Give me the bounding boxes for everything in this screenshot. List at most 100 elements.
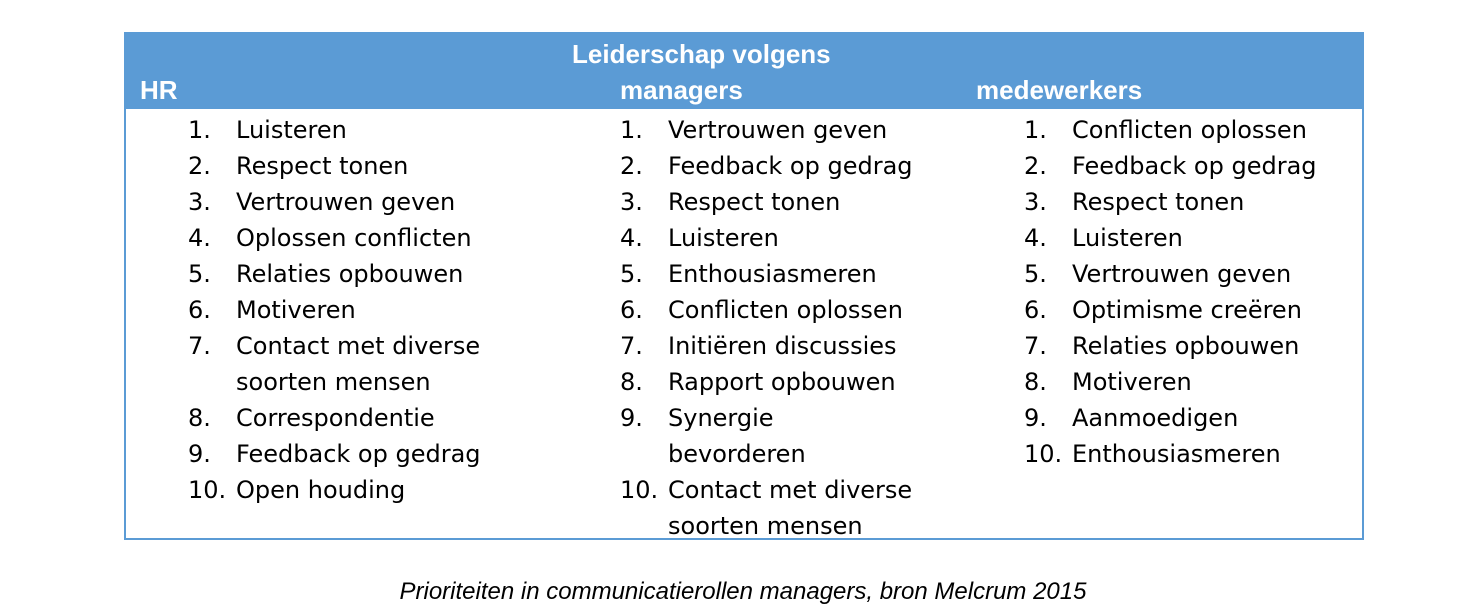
list-item: 4. Oplossen conflicten <box>188 220 486 256</box>
item-text: Motiveren <box>236 296 356 324</box>
list-item: 7. Relaties opbouwen <box>1024 328 1372 364</box>
list-item: 9. Aanmoedigen <box>1024 400 1372 436</box>
item-number: 6. <box>1024 296 1047 324</box>
item-text: Respect tonen <box>236 152 409 180</box>
item-number: 3. <box>188 188 211 216</box>
item-text: Vertrouwen geven <box>236 188 456 216</box>
list-item: 1. Vertrouwen geven <box>620 112 918 148</box>
item-number: 7. <box>620 332 643 360</box>
item-text: Open houding <box>236 476 406 504</box>
item-text: Enthousiasmeren <box>1072 440 1281 468</box>
column-header-hr: HR <box>140 75 178 105</box>
list-item: 8. Correspondentie <box>188 400 486 436</box>
list-item: 5. Vertrouwen geven <box>1024 256 1372 292</box>
item-number: 7. <box>1024 332 1047 360</box>
managers-list: 1. Vertrouwen geven 2. Feedback op gedrag … <box>620 112 918 544</box>
item-number: 5. <box>188 260 211 288</box>
item-number: 4. <box>188 224 211 252</box>
list-item: 9. Feedback op gedrag <box>188 436 486 472</box>
list-item: 2. Respect tonen <box>188 148 486 184</box>
list-item: 2. Feedback op gedrag <box>620 148 918 184</box>
item-text: Respect tonen <box>668 188 841 216</box>
item-number: 10. <box>188 476 227 504</box>
item-text: Relaties opbouwen <box>1072 332 1300 360</box>
list-item: 10. Contact met diverse soorten mensen <box>620 472 918 544</box>
item-number: 5. <box>1024 260 1047 288</box>
list-item: 3. Respect tonen <box>620 184 918 220</box>
list-item: 1. Conflicten oplossen <box>1024 112 1372 148</box>
item-text: Luisteren <box>668 224 779 252</box>
item-number: 2. <box>620 152 643 180</box>
item-text: Contact met diverse soorten mensen <box>668 476 913 540</box>
item-text: Enthousiasmeren <box>668 260 877 288</box>
item-number: 8. <box>1024 368 1047 396</box>
item-text: Respect tonen <box>1072 188 1245 216</box>
item-number: 9. <box>1024 404 1047 432</box>
list-item: 5. Relaties opbouwen <box>188 256 486 292</box>
column-header-managers: managers <box>620 75 743 105</box>
list-item: 6. Conflicten oplossen <box>620 292 918 328</box>
list-item: 8. Rapport opbouwen <box>620 364 918 400</box>
item-number: 6. <box>188 296 211 324</box>
item-number: 7. <box>188 332 211 360</box>
item-number: 1. <box>1024 116 1047 144</box>
item-text: Conflicten oplossen <box>668 296 903 324</box>
item-text: Aanmoedigen <box>1072 404 1239 432</box>
item-text: Luisteren <box>236 116 347 144</box>
table-header: Leiderschap volgens HR managers medewerk… <box>126 34 1362 109</box>
item-number: 4. <box>1024 224 1047 252</box>
column-header-medewerkers: medewerkers <box>976 75 1143 105</box>
list-item: 10. Enthousiasmeren <box>1024 436 1372 472</box>
item-text: Motiveren <box>1072 368 1192 396</box>
item-number: 10. <box>620 476 659 504</box>
list-item: 6. Motiveren <box>188 292 486 328</box>
priorities-table: Leiderschap volgens HR managers medewerk… <box>124 32 1364 540</box>
list-item: 6. Optimisme creëren <box>1024 292 1372 328</box>
list-item: 3. Vertrouwen geven <box>188 184 486 220</box>
item-text: Contact met diverse soorten mensen <box>236 332 481 396</box>
item-text: Conflicten oplossen <box>1072 116 1307 144</box>
item-text: Synergie bevorderen <box>668 404 806 468</box>
item-number: 3. <box>620 188 643 216</box>
list-item: 2. Feedback op gedrag <box>1024 148 1372 184</box>
list-item: 5. Enthousiasmeren <box>620 256 918 292</box>
item-number: 10. <box>1024 440 1063 468</box>
list-item: 3. Respect tonen <box>1024 184 1372 220</box>
item-text: Feedback op gedrag <box>236 440 481 468</box>
item-number: 9. <box>188 440 211 468</box>
item-text: Luisteren <box>1072 224 1183 252</box>
item-number: 1. <box>620 116 643 144</box>
list-item: 7. Initiëren discussies <box>620 328 918 364</box>
item-text: Relaties opbouwen <box>236 260 464 288</box>
item-number: 8. <box>620 368 643 396</box>
list-item: 8. Motiveren <box>1024 364 1372 400</box>
hr-list: 1. Luisteren 2. Respect tonen 3. Vertrouwen… <box>188 112 486 508</box>
medewerkers-list: 1. Conflicten oplossen 2. Feedback op gedr… <box>1024 112 1372 472</box>
list-item: 9. Synergie bevorderen <box>620 400 918 472</box>
item-number: 5. <box>620 260 643 288</box>
item-text: Vertrouwen geven <box>668 116 888 144</box>
item-number: 1. <box>188 116 211 144</box>
item-number: 8. <box>188 404 211 432</box>
list-item: 7. Contact met diverse soorten mensen <box>188 328 486 400</box>
list-item: 1. Luisteren <box>188 112 486 148</box>
item-number: 3. <box>1024 188 1047 216</box>
item-number: 2. <box>1024 152 1047 180</box>
item-number: 6. <box>620 296 643 324</box>
item-text: Feedback op gedrag <box>1072 152 1317 180</box>
item-text: Rapport opbouwen <box>668 368 896 396</box>
item-text: Oplossen conflicten <box>236 224 472 252</box>
list-item: 10. Open houding <box>188 472 486 508</box>
item-text: Initiëren discussies <box>668 332 897 360</box>
item-text: Correspondentie <box>236 404 435 432</box>
list-item: 4. Luisteren <box>620 220 918 256</box>
item-number: 9. <box>620 404 643 432</box>
item-text: Optimisme creëren <box>1072 296 1302 324</box>
table-caption: Prioriteiten in communicatierollen manag… <box>399 578 1087 605</box>
list-item: 4. Luisteren <box>1024 220 1372 256</box>
item-number: 4. <box>620 224 643 252</box>
item-text: Vertrouwen geven <box>1072 260 1292 288</box>
item-text: Feedback op gedrag <box>668 152 913 180</box>
item-number: 2. <box>188 152 211 180</box>
header-title: Leiderschap volgens <box>572 39 831 69</box>
